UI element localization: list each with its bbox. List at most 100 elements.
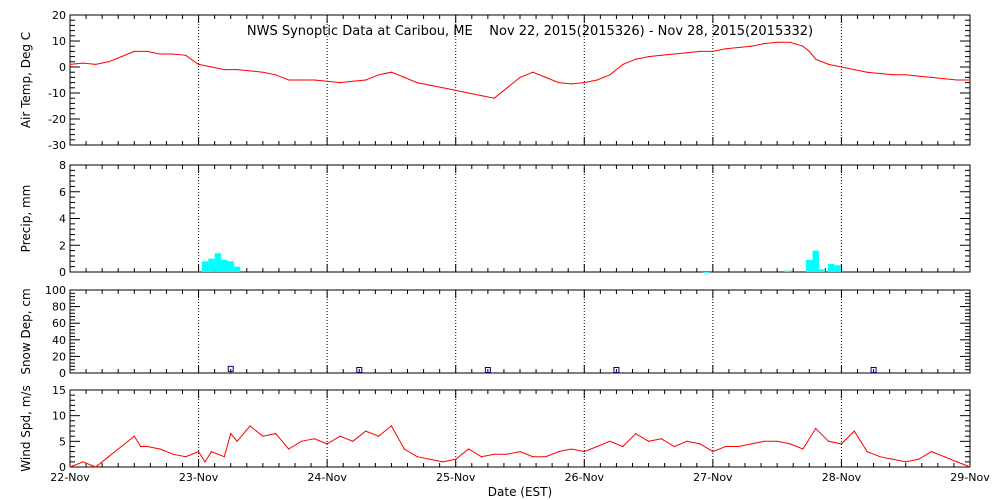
precip-bar (201, 261, 209, 272)
wind_speed-point (159, 448, 161, 450)
panel-wind_speed: 0 5 10 15 Wind Spd, m/s (19, 384, 971, 474)
panel-frame (69, 164, 971, 273)
precip-bar (784, 270, 791, 272)
air_temp-point (737, 46, 740, 49)
snow-depth-marker (227, 365, 234, 372)
precip-bar (818, 269, 826, 272)
air_temp-point (917, 75, 920, 77)
air_temp-point (686, 52, 688, 54)
air_temp-point (635, 58, 637, 60)
air_temp-point (287, 79, 290, 81)
air_temp-point (725, 48, 727, 50)
y-tick-label: 6 (59, 186, 66, 199)
wind_speed-point (660, 438, 663, 440)
air_temp-point (172, 53, 174, 55)
wind_speed-point (712, 451, 714, 453)
wind_speed-point (532, 456, 534, 458)
air_temp-point (815, 58, 817, 60)
wind_speed-point (750, 443, 753, 445)
air_temp-point (326, 80, 328, 82)
wind_speed-point (467, 448, 470, 450)
x-tick-label: 29-Nov (950, 471, 990, 484)
air_temp-point (146, 50, 148, 53)
wind_speed-point (570, 448, 573, 450)
wind_speed-point (827, 440, 830, 442)
wind_speed-point (140, 445, 142, 448)
wind_speed-point (442, 461, 444, 463)
y-axis-label: Snow Dep, cm (19, 288, 33, 374)
air_temp-point (930, 76, 933, 78)
air_temp-point (956, 79, 958, 81)
y-tick-label: 5 (59, 435, 66, 448)
wind_speed-point (892, 458, 894, 460)
precip-bar (806, 259, 813, 272)
x-tick-label: 27-Nov (693, 471, 733, 484)
y-axis-label: Precip, mm (19, 185, 33, 253)
precip-bar (214, 253, 222, 272)
wind_speed-point (185, 456, 187, 458)
wind_speed-point (82, 461, 84, 463)
wind_speed-point (763, 440, 765, 442)
precip-bar (208, 258, 215, 272)
air_temp-point (107, 61, 110, 63)
y-tick-label: 0 (59, 461, 66, 474)
precip-bar (703, 272, 710, 273)
x-tick-label: 24-Nov (307, 471, 347, 484)
air_temp-point (892, 74, 894, 76)
air_temp-point (622, 63, 624, 65)
wind_speed-point (905, 461, 907, 463)
air_temp-point (969, 79, 971, 81)
wind_speed-series-line (69, 425, 971, 468)
air_temp-point (313, 79, 315, 81)
y-tick-label: 0 (59, 61, 66, 74)
wind_speed-point (879, 456, 881, 458)
wind_speed-point (609, 440, 611, 442)
air_temp-point (95, 63, 97, 65)
air_temp-point (390, 71, 393, 73)
panel-frame (69, 389, 971, 468)
wind_speed-point (519, 451, 521, 453)
air_temp-point (827, 63, 830, 65)
wind_speed-point (255, 430, 258, 432)
air_temp-point (763, 43, 765, 45)
panels: -30 -20 -10 0 10 20 Air Temp, Deg C 0 2 4 6 8 Precip… (19, 9, 990, 484)
x-tick-label: 22-Nov (50, 471, 90, 484)
y-tick-label: 4 (59, 213, 66, 226)
wind_speed-point (789, 443, 791, 445)
air_temp-point (262, 71, 264, 73)
wind_speed-point (776, 440, 778, 442)
snow-depth-marker (356, 367, 363, 373)
air_temp-point (776, 41, 778, 43)
wind_speed-point (840, 443, 843, 445)
air_temp-point (519, 76, 521, 78)
air_temp-point (455, 89, 457, 91)
x-tick-label: 26-Nov (565, 471, 605, 484)
wind_speed-point (622, 445, 624, 448)
wind_speed-point (429, 458, 431, 460)
wind_speed-point (95, 466, 97, 468)
wind_speed-point (737, 445, 740, 448)
wind_speed-point (339, 435, 341, 437)
x-axis-label: Date (EST) (488, 485, 552, 499)
wind_speed-point (455, 458, 457, 460)
air_temp-point (275, 74, 277, 76)
wind_speed-point (557, 451, 560, 453)
wind_speed-point (172, 453, 174, 455)
panel-frame (69, 289, 971, 374)
wind_speed-point (390, 425, 393, 427)
y-tick-label: 8 (59, 159, 66, 172)
panel-precip: 0 2 4 6 8 Precip, mm (19, 159, 971, 279)
wind_speed-point (686, 440, 688, 442)
wind_speed-point (120, 445, 123, 448)
precip-bar (233, 266, 241, 272)
wind_speed-point (365, 430, 367, 432)
air_temp-point (236, 69, 238, 71)
wind_speed-point (313, 438, 315, 440)
air_temp-point (905, 74, 907, 76)
air_temp-point (699, 50, 701, 53)
wind_speed-point (403, 448, 405, 450)
chart-title: NWS Synoptic Data at Caribou, ME Nov 22,… (247, 24, 813, 39)
air_temp-point (300, 79, 303, 81)
y-tick-label: 40 (52, 334, 66, 347)
